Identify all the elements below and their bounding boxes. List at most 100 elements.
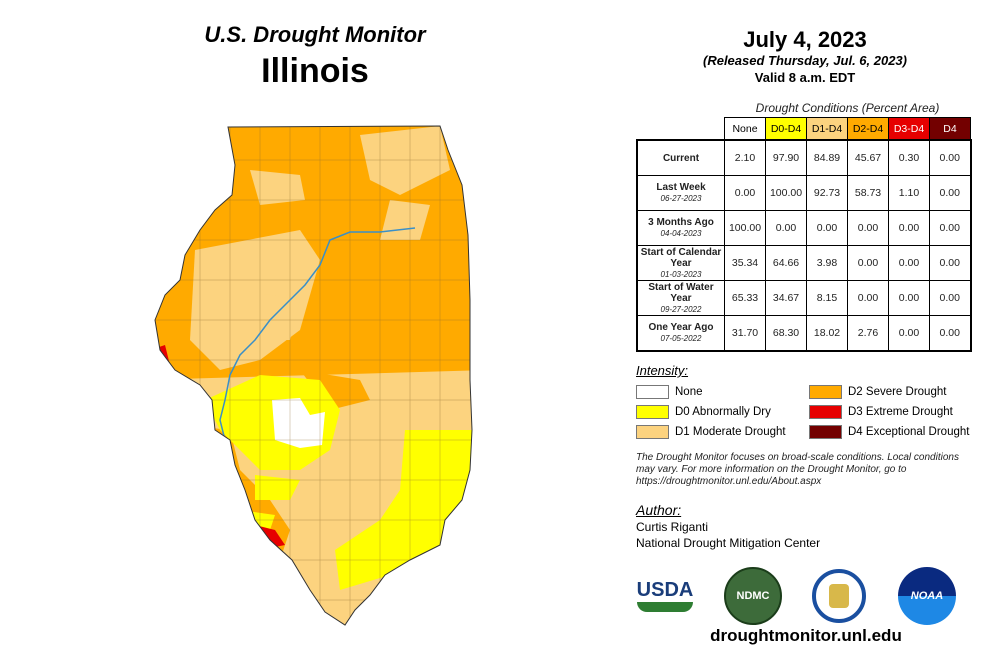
table-cell: 0.00 [847, 280, 889, 316]
table-cell: 1.10 [888, 175, 930, 211]
row-label-text: Start of Calendar Year [640, 246, 722, 269]
legend-swatch [636, 385, 669, 399]
usda-logo: USDA [634, 568, 696, 623]
table-cell: 3.98 [806, 245, 848, 281]
table-cell: 34.67 [765, 280, 807, 316]
row-date: 04-04-2023 [660, 229, 702, 238]
noaa-logo: NOAA [896, 566, 958, 625]
state-outline [154, 125, 473, 626]
legend-swatch [809, 385, 842, 399]
table-row: Last Week 06-27-2023 0.00 100.00 92.73 58.73 1… [636, 175, 971, 211]
author-org: National Drought Mitigation Center [636, 536, 821, 550]
legend-swatch [636, 405, 669, 419]
row-label-text: One Year Ago [648, 322, 714, 333]
table-row: Start of Calendar Year 01-03-2023 35.34 64.… [636, 245, 971, 281]
table-cell: 100.00 [765, 175, 807, 211]
row-label: Start of Calendar Year 01-03-2023 [636, 245, 725, 281]
table-cell: 0.00 [888, 210, 930, 246]
table-cell: 0.30 [888, 139, 930, 176]
drought-conditions-table: None D0-D4 D1-D4 D2-D4 D3-D4 D4 Current 2.10 97… [636, 117, 972, 352]
legend-item: D1 Moderate Drought [636, 425, 786, 439]
release-date: (Released Thursday, Jul. 6, 2023) [703, 53, 907, 68]
table-cell: 64.66 [765, 245, 807, 281]
website-url[interactable]: droughtmonitor.unl.edu [710, 626, 902, 645]
row-label: Last Week 06-27-2023 [636, 175, 725, 211]
legend-item: D4 Exceptional Drought [809, 425, 969, 439]
table-row: Current 2.10 97.90 84.89 45.67 0.30 0.00 [636, 139, 971, 176]
row-date: 09-27-2022 [660, 304, 702, 314]
usda-logo-text: USDA [636, 579, 694, 601]
legend-label: D0 Abnormally Dry [675, 406, 771, 418]
ndmc-logo-text: NDMC [724, 566, 782, 625]
legend-label: D4 Exceptional Drought [848, 426, 970, 438]
table-cell: 97.90 [765, 139, 807, 176]
table-cell: 58.73 [847, 175, 889, 211]
column-header-none: None [724, 117, 766, 141]
legend-label: D1 Moderate Drought [675, 426, 786, 438]
column-header-d4: D4 [929, 117, 971, 141]
legend-item: D3 Extreme Drought [809, 405, 953, 419]
table-cell: 0.00 [847, 210, 889, 246]
legend-swatch [636, 425, 669, 439]
table-cell: 0.00 [888, 280, 930, 316]
table-cell: 92.73 [806, 175, 848, 211]
legend-title: Intensity: [636, 363, 689, 378]
author-label: Author: [636, 502, 682, 518]
row-label: 3 Months Ago 04-04-2023 [636, 210, 725, 246]
valid-time: Valid 8 a.m. EDT [754, 70, 856, 85]
table-cell: 0.00 [929, 175, 971, 211]
column-header-d3-d4: D3-D4 [888, 117, 930, 141]
table-row: One Year Ago 07-05-2022 31.70 68.30 18.02 2.7… [636, 315, 971, 352]
table-row: 3 Months Ago 04-04-2023 100.00 0.00 0.00 0.00… [636, 210, 971, 246]
table-cell: 35.34 [724, 245, 766, 281]
noaa-logo-text: NOAA [898, 566, 956, 625]
table-cell: 0.00 [806, 210, 848, 246]
table-cell: 31.70 [724, 315, 766, 352]
column-header-d2-d4: D2-D4 [847, 117, 889, 141]
legend-swatch [809, 405, 842, 419]
illinois-river [219, 227, 416, 441]
table-cell: 0.00 [929, 315, 971, 352]
none-region [272, 398, 325, 448]
row-date: 01-03-2023 [660, 269, 702, 279]
table-cell: 18.02 [806, 315, 848, 352]
table-cell: 0.00 [929, 245, 971, 281]
table-cell: 65.33 [724, 280, 766, 316]
legend-item: D0 Abnormally Dry [636, 405, 771, 419]
table-caption: Drought Conditions (Percent Area) [755, 101, 940, 115]
row-label-text: Start of Water Year [648, 281, 714, 304]
table-cell: 100.00 [724, 210, 766, 246]
eagle-seal-icon [812, 568, 866, 623]
row-label-text: Current [662, 152, 700, 164]
row-label-text: Last Week [656, 182, 706, 193]
table-cell: 0.00 [888, 245, 930, 281]
table-cell: 0.00 [847, 245, 889, 281]
legend-swatch [809, 425, 842, 439]
table-cell: 0.00 [888, 315, 930, 352]
row-label: One Year Ago 07-05-2022 [636, 315, 725, 352]
table-cell: 2.10 [724, 139, 766, 176]
column-header-d1-d4: D1-D4 [806, 117, 848, 141]
legend-label: D2 Severe Drought [848, 386, 947, 398]
commerce-seal-logo [808, 568, 870, 623]
table-cell: 0.00 [929, 280, 971, 316]
legend-item: D2 Severe Drought [809, 385, 946, 399]
row-label: Start of Water Year 09-27-2022 [636, 280, 725, 316]
table-corner [637, 118, 725, 141]
column-header-d0-d4: D0-D4 [765, 117, 807, 141]
row-label-text: 3 Months Ago [648, 217, 714, 228]
usda-logo-swoosh [637, 602, 693, 612]
ndmc-logo: NDMC [722, 566, 784, 625]
map-title: U.S. Drought Monitor [204, 22, 426, 47]
state-title: Illinois [261, 52, 369, 90]
table-cell: 0.00 [929, 210, 971, 246]
table-row: Start of Water Year 09-27-2022 65.33 34.67 8… [636, 280, 971, 316]
row-date: 07-05-2022 [660, 334, 702, 343]
row-date: 06-27-2023 [660, 194, 702, 203]
legend-label: None [675, 386, 703, 398]
table-cell: 0.00 [929, 139, 971, 176]
legend-label: D3 Extreme Drought [848, 406, 953, 418]
table-cell: 68.30 [765, 315, 807, 352]
table-cell: 8.15 [806, 280, 848, 316]
